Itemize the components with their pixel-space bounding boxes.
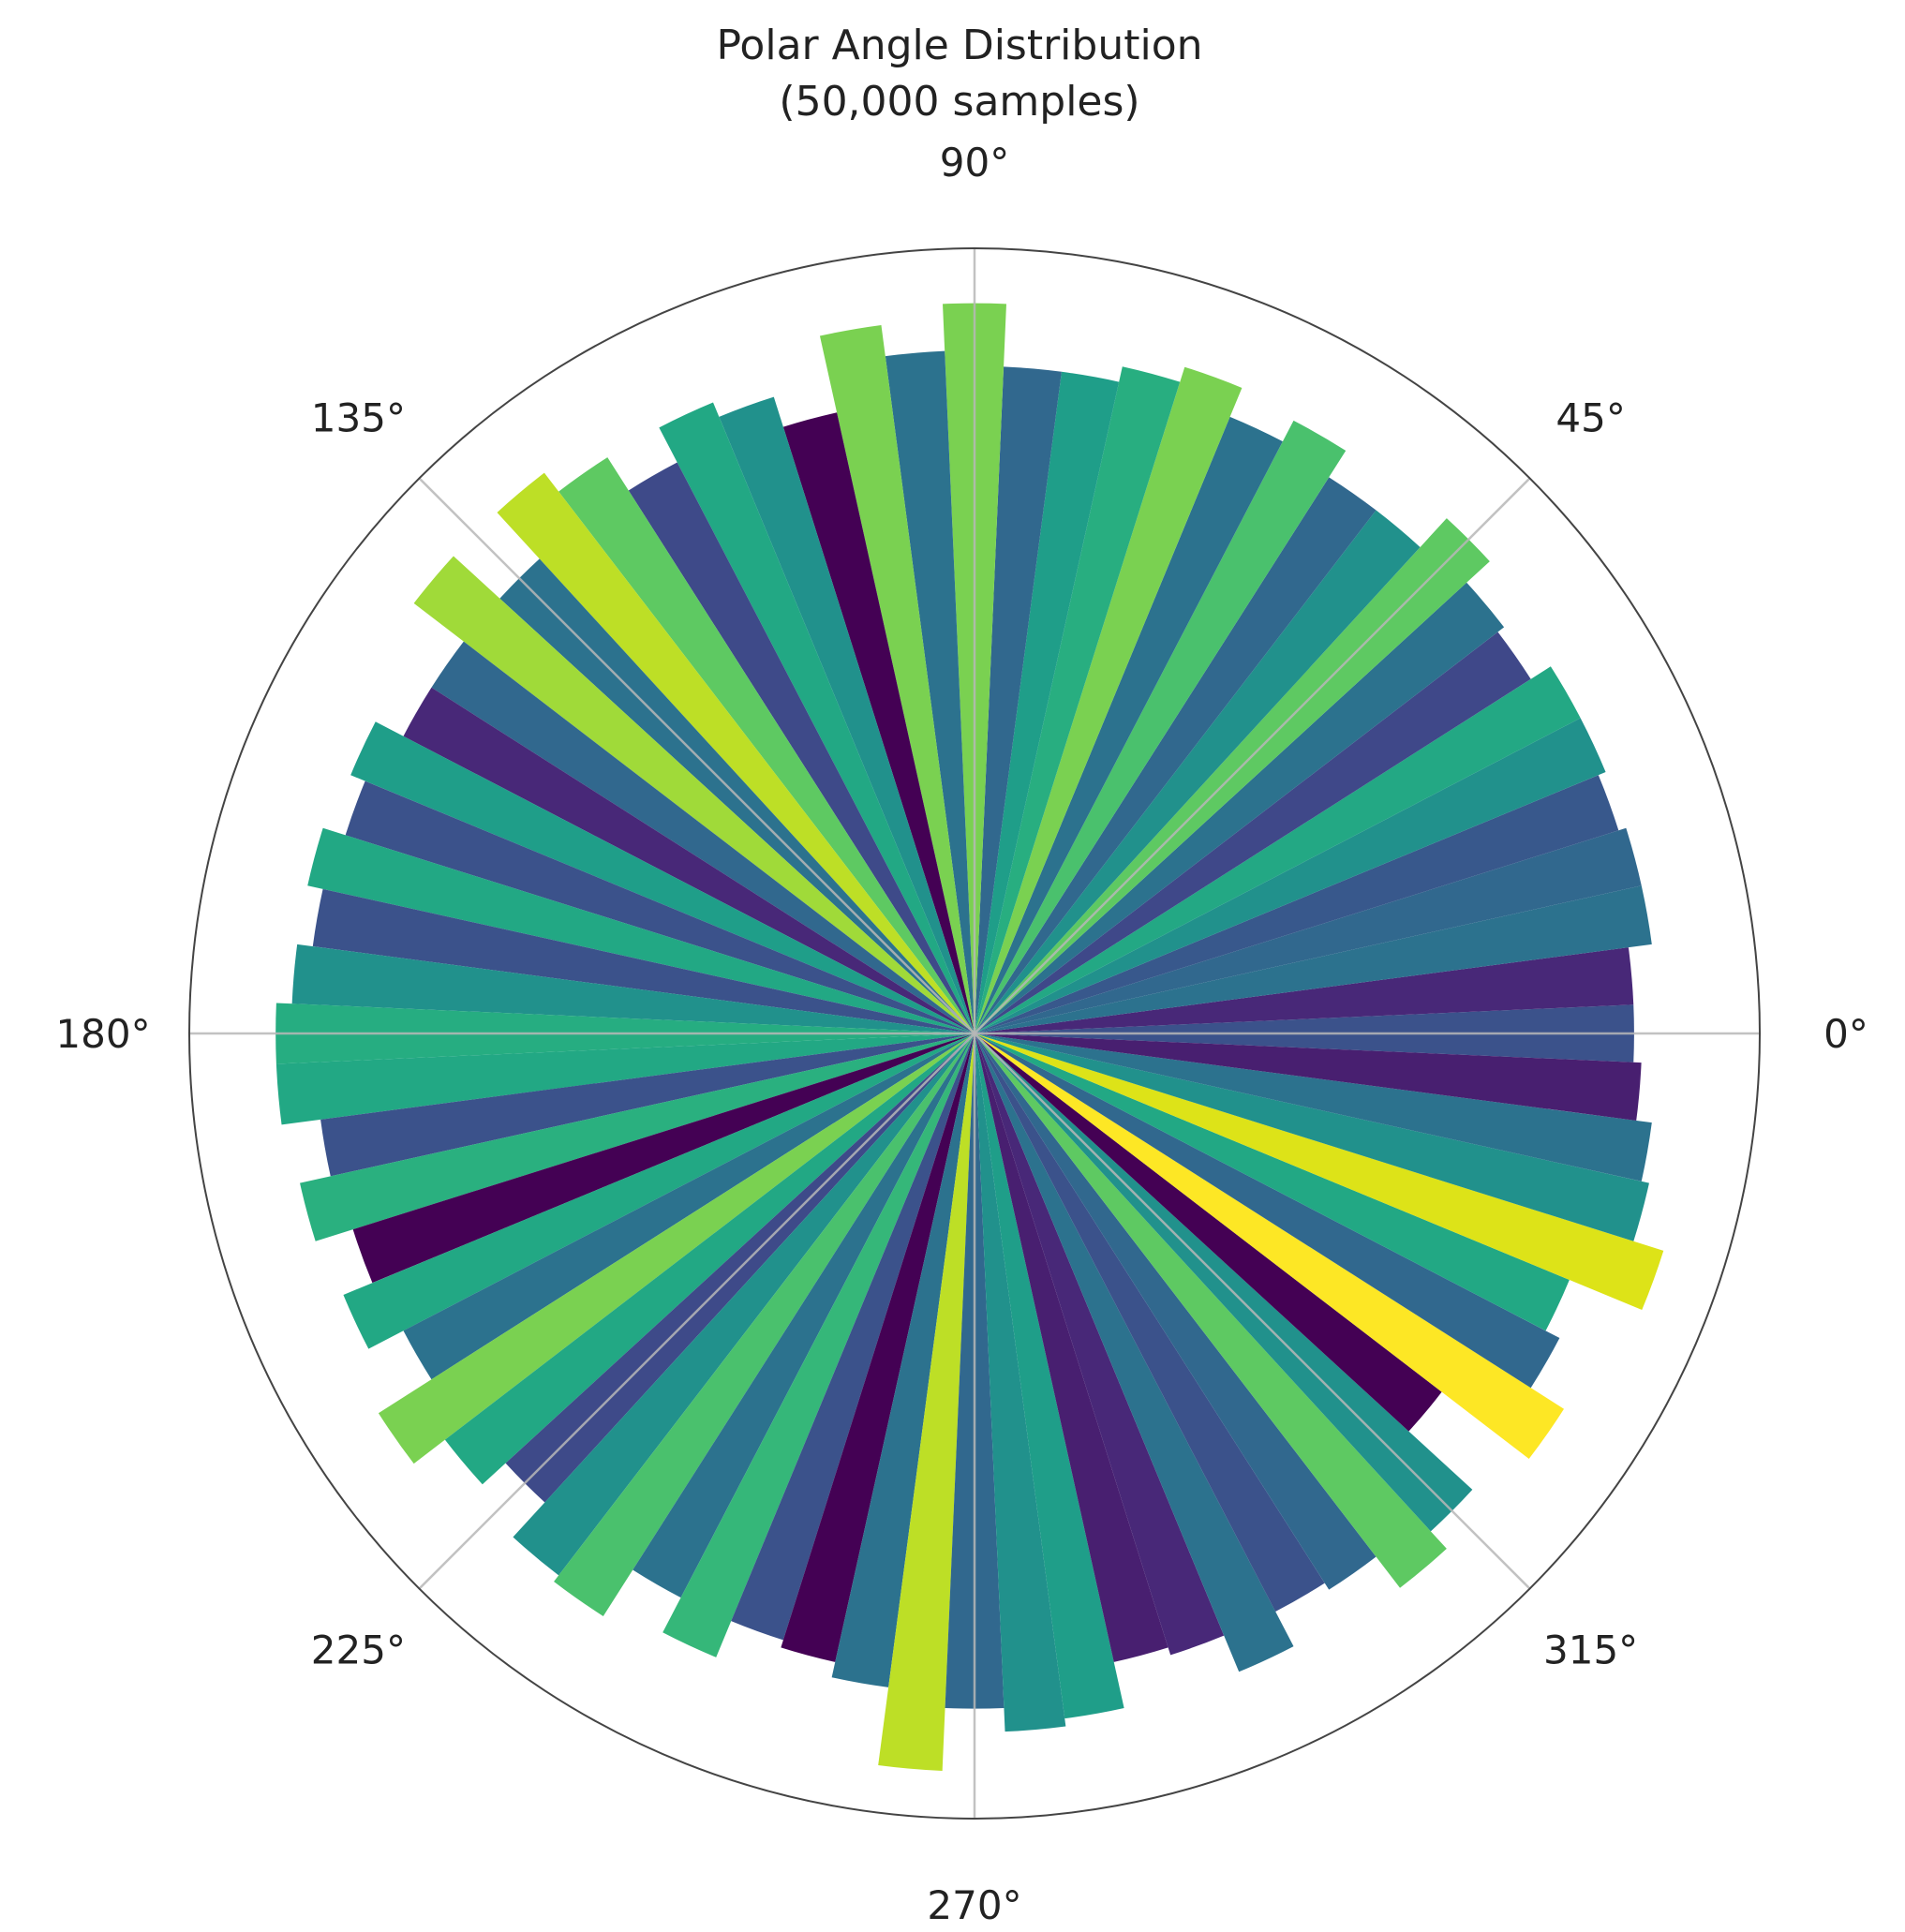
polar-bar (513, 1033, 975, 1576)
polar-bar (975, 366, 1243, 1033)
polar-bar (975, 582, 1505, 1033)
polar-bar (300, 1033, 975, 1241)
polar-bar (975, 666, 1581, 1033)
polar-bar (975, 477, 1377, 1033)
polar-bar (345, 780, 975, 1033)
polar-bar (975, 510, 1421, 1033)
polar-bar (554, 1033, 975, 1616)
polar-bar (975, 632, 1531, 1033)
polar-bar (731, 1033, 975, 1641)
polar-bar (819, 324, 975, 1033)
angular-gridline (974, 1033, 1531, 1590)
polar-bar (781, 1033, 975, 1662)
polar-bar (975, 1033, 1377, 1590)
polar-bar (275, 1033, 975, 1125)
chart-subtitle: (50,000 samples) (779, 78, 1139, 126)
polar-bar (719, 396, 975, 1033)
polar-bar (975, 775, 1619, 1033)
angular-tick-label: 180° (55, 1011, 150, 1057)
polar-bar (291, 944, 975, 1033)
polar-bar (975, 1033, 1560, 1389)
angular-tick-label: 45° (1555, 394, 1625, 440)
angular-tick-label: 225° (311, 1627, 406, 1673)
polar-bar (444, 1033, 975, 1485)
polar-bar (975, 1033, 1442, 1432)
polar-bar (975, 1033, 1664, 1311)
polar-bar (975, 366, 1062, 1033)
polar-bar (975, 1033, 1325, 1612)
polar-outer-ring (188, 247, 1761, 1820)
angular-tick-label: 315° (1543, 1627, 1638, 1673)
polar-bar (878, 1033, 975, 1771)
polar-bar (320, 1033, 975, 1177)
polar-bar (662, 1033, 975, 1657)
polar-bar (975, 416, 1283, 1033)
polar-bar (975, 1033, 1649, 1241)
chart-title: Polar Angle Distribution (716, 22, 1202, 69)
polar-bar (975, 366, 1181, 1034)
bars-group (275, 303, 1664, 1771)
polar-bar (975, 718, 1606, 1033)
polar-bar (413, 556, 975, 1033)
polar-bar (782, 412, 975, 1033)
polar-bar (352, 1033, 975, 1284)
polar-bar (343, 1033, 975, 1349)
polar-bar (628, 462, 975, 1034)
angular-gridline (974, 477, 1531, 1034)
angular-gridline (418, 477, 975, 1034)
polar-bar (975, 420, 1347, 1033)
polar-bar (975, 885, 1652, 1033)
angular-tick-label: 270° (927, 1882, 1021, 1928)
polar-bar (975, 1033, 1294, 1672)
polar-bar (312, 888, 975, 1033)
polar-bar (659, 402, 975, 1033)
polar-bar (975, 1033, 1225, 1656)
polar-bar (975, 1033, 1168, 1662)
angular-tick-label: 0° (1823, 1011, 1868, 1057)
polar-bar (975, 1033, 1570, 1331)
polar-bar (975, 947, 1634, 1033)
polar-bar (975, 1033, 1066, 1732)
polar-bar (975, 1033, 1447, 1588)
polar-bar (431, 641, 975, 1033)
polar-bar (975, 1033, 1642, 1121)
polar-bar (975, 371, 1120, 1033)
polar-bar (831, 1033, 975, 1687)
polar-bar (307, 827, 975, 1033)
angular-tick-label: 90° (940, 140, 1009, 186)
polar-bar (633, 1033, 975, 1598)
polar-bar (378, 1033, 975, 1464)
gridlines-group (189, 248, 1760, 1819)
polar-bar (975, 1033, 1124, 1719)
angular-gridline (418, 1033, 975, 1590)
polar-bar (497, 472, 975, 1033)
angular-ticks-group: 0° 45° 90° 135° 180° 225° 270° 315° (55, 140, 1868, 1928)
polar-bar (885, 350, 975, 1033)
polar-bar (975, 827, 1642, 1033)
angular-tick-label: 135° (311, 394, 406, 440)
polar-bar (350, 721, 975, 1033)
polar-bar (975, 1033, 1565, 1460)
polar-bar (403, 687, 975, 1033)
polar-bar (558, 457, 975, 1033)
polar-bar (975, 1033, 1652, 1181)
polar-bar (403, 1033, 975, 1380)
